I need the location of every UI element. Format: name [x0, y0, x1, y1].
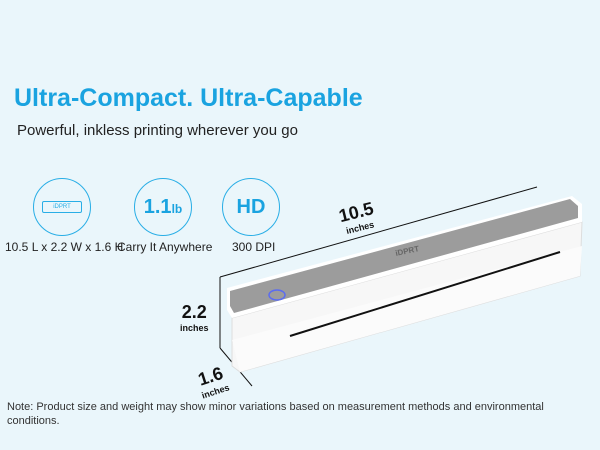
weight-unit: lb: [171, 202, 183, 216]
hd-icon: HD: [222, 178, 280, 236]
feature-weight-label: Carry It Anywhere: [117, 240, 213, 254]
printer-outline-icon: iDPRT: [33, 178, 91, 236]
weight-value: 1.1: [143, 195, 172, 218]
height-value: 2.2: [181, 302, 207, 322]
weight-icon: 1.1 lb: [134, 178, 192, 236]
hd-text: HD: [236, 195, 266, 218]
power-button-icon[interactable]: [268, 289, 286, 301]
disclaimer-note: Note: Product size and weight may show m…: [7, 401, 544, 427]
printer-base: [232, 246, 582, 372]
feature-size-label: 10.5 L x 2.2 W x 1.6 H: [5, 240, 124, 254]
height-unit: inches: [180, 323, 209, 333]
headline: Ultra-Compact. Ultra-Capable: [14, 84, 363, 112]
printer-top-panel: [230, 199, 578, 313]
height-dimension: 2.2 inches: [180, 302, 209, 333]
paper-slot: [289, 251, 561, 337]
subheadline: Powerful, inkless printing wherever you …: [17, 122, 298, 139]
feature-dpi-label: 300 DPI: [232, 240, 276, 254]
